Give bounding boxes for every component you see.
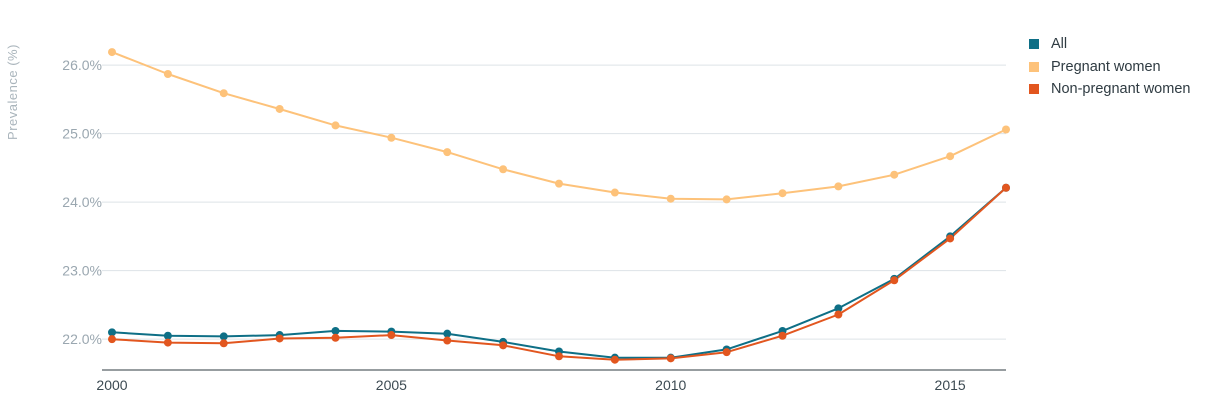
data-point-non-pregnant-women[interactable]: [778, 331, 787, 340]
data-point-all[interactable]: [443, 329, 452, 338]
legend-label-pregnant-women: Pregnant women: [1051, 58, 1161, 75]
data-point-non-pregnant-women[interactable]: [275, 334, 284, 343]
data-point-non-pregnant-women[interactable]: [834, 310, 843, 319]
data-point-non-pregnant-women[interactable]: [666, 354, 675, 363]
data-point-all[interactable]: [219, 332, 228, 341]
y-tick-label: 23.0%: [62, 263, 102, 279]
data-point-pregnant-women[interactable]: [275, 104, 284, 113]
data-point-pregnant-women[interactable]: [219, 89, 228, 98]
data-point-non-pregnant-women[interactable]: [1002, 183, 1010, 192]
data-point-pregnant-women[interactable]: [722, 195, 731, 204]
data-point-all[interactable]: [163, 331, 172, 340]
data-point-non-pregnant-women[interactable]: [163, 338, 172, 347]
data-point-pregnant-women[interactable]: [555, 179, 563, 188]
data-point-non-pregnant-women[interactable]: [331, 333, 340, 342]
series-line-non-pregnant-women: [111, 187, 1007, 361]
data-point-non-pregnant-women[interactable]: [946, 234, 955, 243]
data-point-pregnant-women[interactable]: [387, 133, 396, 142]
data-point-non-pregnant-women[interactable]: [610, 355, 619, 364]
data-point-all[interactable]: [108, 328, 116, 337]
data-point-pregnant-women[interactable]: [1002, 125, 1010, 134]
series-line-all: [111, 187, 1007, 359]
series-line-pregnant-women: [111, 51, 1007, 201]
data-point-pregnant-women[interactable]: [443, 148, 452, 157]
y-tick-label: 26.0%: [62, 57, 102, 73]
data-point-pregnant-women[interactable]: [163, 70, 172, 79]
legend-item-all[interactable]: All: [1029, 33, 1190, 56]
data-point-all[interactable]: [331, 326, 340, 335]
legend-label-non-pregnant-women: Non-pregnant women: [1051, 81, 1191, 98]
legend-label-all: All: [1051, 36, 1068, 53]
data-point-non-pregnant-women[interactable]: [722, 348, 731, 357]
data-point-pregnant-women[interactable]: [108, 48, 116, 57]
data-point-non-pregnant-women[interactable]: [108, 335, 116, 344]
data-point-pregnant-women[interactable]: [610, 188, 619, 197]
data-point-pregnant-women[interactable]: [499, 165, 508, 174]
data-point-pregnant-women[interactable]: [778, 189, 787, 198]
legend-swatch-pregnant-women: [1029, 61, 1039, 72]
x-tick-label: 2005: [376, 377, 407, 393]
data-point-non-pregnant-women[interactable]: [555, 352, 563, 361]
data-point-non-pregnant-women[interactable]: [443, 336, 452, 345]
y-tick-label: 22.0%: [62, 331, 102, 347]
y-tick-label: 24.0%: [62, 194, 102, 210]
data-point-non-pregnant-women[interactable]: [890, 276, 899, 285]
y-tick-label: 25.0%: [62, 126, 102, 142]
data-point-pregnant-women[interactable]: [331, 121, 340, 130]
data-point-non-pregnant-women[interactable]: [499, 341, 508, 350]
legend: All Pregnant women Non-pregnant women: [1029, 33, 1190, 101]
x-tick-label: 2000: [96, 377, 127, 393]
legend-swatch-all: [1029, 39, 1039, 50]
data-point-pregnant-women[interactable]: [946, 152, 955, 161]
legend-item-pregnant-women[interactable]: Pregnant women: [1029, 56, 1190, 79]
data-point-all[interactable]: [834, 304, 843, 313]
data-point-non-pregnant-women[interactable]: [387, 331, 396, 340]
data-point-pregnant-women[interactable]: [890, 170, 899, 179]
data-point-non-pregnant-women[interactable]: [219, 339, 228, 348]
y-axis-label: Prevalence (%): [5, 44, 20, 140]
data-point-pregnant-women[interactable]: [666, 194, 675, 203]
legend-swatch-non-pregnant-women: [1029, 84, 1039, 95]
x-tick-label: 2015: [935, 377, 966, 393]
x-tick-label: 2010: [655, 377, 686, 393]
data-point-pregnant-women[interactable]: [834, 182, 843, 191]
legend-item-non-pregnant-women[interactable]: Non-pregnant women: [1029, 78, 1190, 101]
